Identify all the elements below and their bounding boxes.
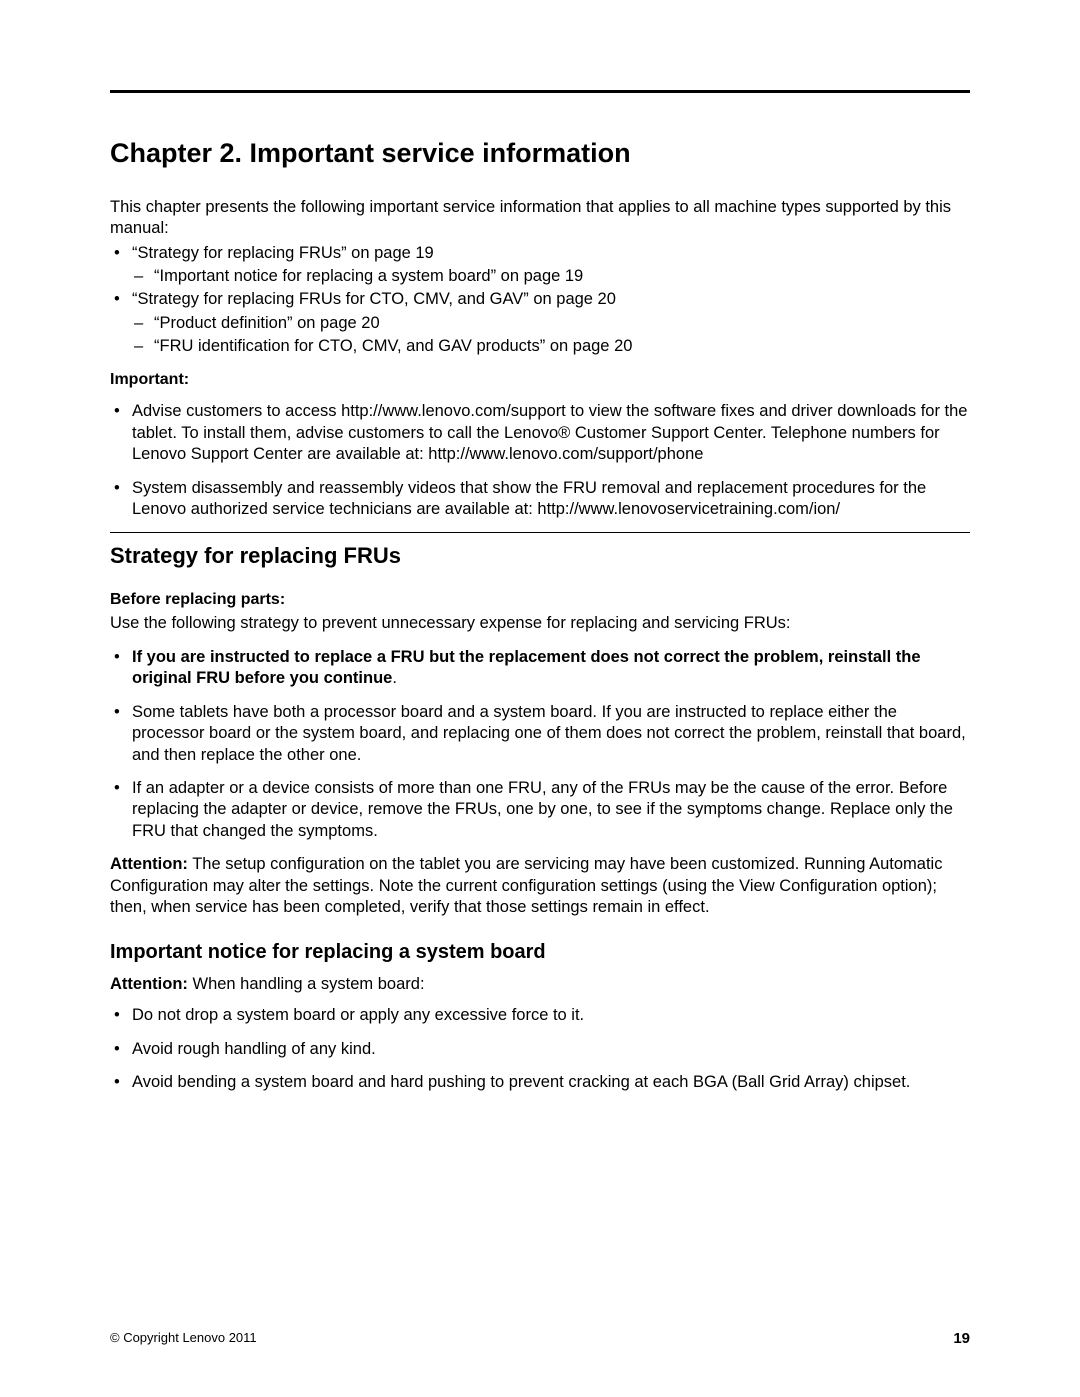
attention-label: Attention:: [110, 975, 188, 993]
strategy-attention: Attention: The setup configuration on th…: [110, 854, 970, 918]
strategy-list: If you are instructed to replace a FRU b…: [110, 647, 970, 843]
attention-text: The setup configuration on the tablet yo…: [110, 855, 942, 916]
toc-subitem: “Product definition” on page 20: [132, 312, 970, 334]
strategy-item-tail: .: [392, 669, 397, 687]
sysboard-item: Do not drop a system board or apply any …: [110, 1005, 970, 1026]
sysboard-attention: Attention: When handling a system board:: [110, 974, 970, 995]
sysboard-heading: Important notice for replacing a system …: [110, 941, 970, 964]
chapter-intro: This chapter presents the following impo…: [110, 197, 970, 240]
important-item: System disassembly and reassembly videos…: [110, 478, 970, 521]
copyright: © Copyright Lenovo 2011: [110, 1330, 257, 1347]
toc-sublist: “Product definition” on page 20 “FRU ide…: [132, 312, 970, 358]
attention-label: Attention:: [110, 855, 188, 873]
sysboard-item: Avoid bending a system board and hard pu…: [110, 1072, 970, 1093]
sysboard-list: Do not drop a system board or apply any …: [110, 1005, 970, 1093]
chapter-title: Chapter 2. Important service information: [110, 138, 970, 169]
before-label: Before replacing parts:: [110, 591, 970, 609]
strategy-item: Some tablets have both a processor board…: [110, 702, 970, 766]
strategy-intro: Use the following strategy to prevent un…: [110, 613, 970, 634]
strategy-item: If an adapter or a device consists of mo…: [110, 778, 970, 842]
section-rule: [110, 532, 970, 533]
toc-sublist: “Important notice for replacing a system…: [132, 265, 970, 287]
toc-label: “Strategy for replacing FRUs for CTO, CM…: [132, 290, 616, 308]
toc-item: “Strategy for replacing FRUs” on page 19…: [110, 242, 970, 288]
strategy-heading: Strategy for replacing FRUs: [110, 543, 970, 569]
toc-item: “Strategy for replacing FRUs for CTO, CM…: [110, 288, 970, 357]
strategy-item: If you are instructed to replace a FRU b…: [110, 647, 970, 690]
top-rule: [110, 90, 970, 93]
page-number: 19: [953, 1330, 970, 1347]
strategy-item-bold: If you are instructed to replace a FRU b…: [132, 648, 921, 687]
toc-label: “Strategy for replacing FRUs” on page 19: [132, 244, 434, 262]
toc-subitem: “FRU identification for CTO, CMV, and GA…: [132, 335, 970, 357]
important-list: Advise customers to access http://www.le…: [110, 401, 970, 520]
sysboard-item: Avoid rough handling of any kind.: [110, 1039, 970, 1060]
toc-subitem: “Important notice for replacing a system…: [132, 265, 970, 287]
important-item: Advise customers to access http://www.le…: [110, 401, 970, 465]
important-label: Important:: [110, 371, 970, 389]
toc-list: “Strategy for replacing FRUs” on page 19…: [110, 242, 970, 357]
attention-text: When handling a system board:: [188, 975, 425, 993]
page-footer: © Copyright Lenovo 2011 19: [110, 1330, 970, 1347]
